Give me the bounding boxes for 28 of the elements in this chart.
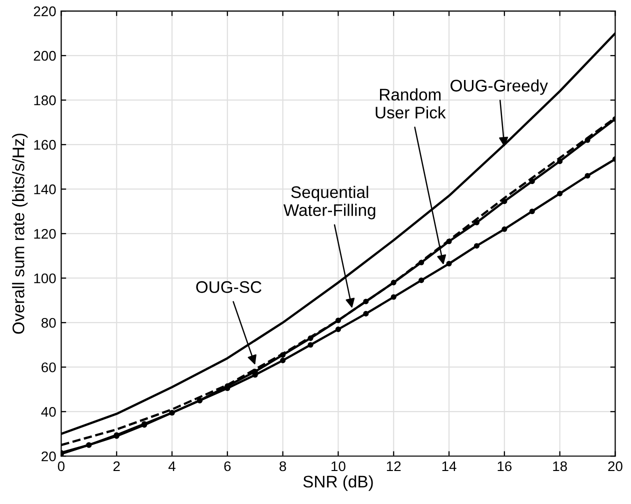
y-tick-label: 200 <box>34 50 56 61</box>
x-axis-title: SNR (dB) <box>303 475 373 491</box>
annotation: Random User Pick <box>376 88 446 118</box>
annotation: Sequential Water-Filling <box>283 186 376 220</box>
y-tick-label: 60 <box>42 362 56 372</box>
x-tick-label: 14 <box>442 461 456 472</box>
x-tick-label: 4 <box>168 461 176 472</box>
x-tick-label: 0 <box>58 461 65 472</box>
y-tick-label: 140 <box>34 184 56 194</box>
y-tick-label: 180 <box>34 95 56 106</box>
x-tick-label: 20 <box>608 461 622 472</box>
x-tick-label: 10 <box>332 461 346 472</box>
y-axis-title: Overall sum rate (bits/s/Hz) <box>12 134 28 334</box>
annotation: OUG-SC <box>196 281 262 293</box>
x-tick-label: 6 <box>224 461 231 472</box>
x-tick-label: 16 <box>498 461 512 472</box>
y-tick-label: 20 <box>42 451 56 462</box>
y-tick-label: 220 <box>34 6 56 16</box>
y-tick-label: 80 <box>42 318 56 328</box>
x-tick-label: 12 <box>386 461 401 472</box>
y-tick-label: 120 <box>34 228 56 239</box>
y-tick-label: 160 <box>34 140 56 150</box>
y-tick-label: 40 <box>41 406 56 417</box>
annotation: OUG-Greedy <box>450 79 548 95</box>
y-tick-label: 100 <box>34 273 56 284</box>
x-tick-label: 8 <box>280 461 286 472</box>
x-tick-label: 18 <box>553 461 567 472</box>
x-tick-label: 2 <box>113 461 120 472</box>
